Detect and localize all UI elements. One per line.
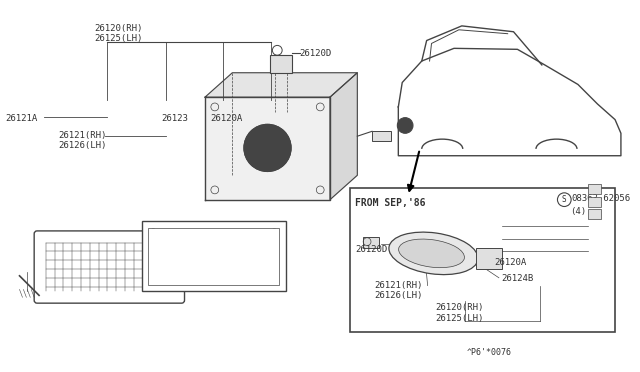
Text: 08363-62056: 08363-62056: [571, 194, 630, 203]
Text: 26120(RH): 26120(RH): [95, 24, 143, 33]
Bar: [148, 228, 279, 285]
Text: 26126(LH): 26126(LH): [59, 141, 107, 150]
Bar: [372, 131, 392, 141]
Text: 26121A: 26121A: [5, 114, 37, 123]
Ellipse shape: [389, 232, 478, 275]
Text: 26120(RH): 26120(RH): [435, 303, 484, 312]
Bar: [588, 197, 602, 206]
Text: 26124B: 26124B: [501, 274, 533, 283]
Text: 26120A: 26120A: [494, 258, 526, 267]
Polygon shape: [205, 73, 357, 97]
Text: 26125(LH): 26125(LH): [95, 34, 143, 43]
Bar: [271, 55, 292, 73]
Bar: [588, 209, 602, 219]
Bar: [349, 188, 615, 333]
FancyBboxPatch shape: [34, 231, 184, 303]
Polygon shape: [398, 48, 621, 156]
Ellipse shape: [399, 239, 465, 268]
Text: S: S: [562, 195, 566, 204]
Text: 26125(LH): 26125(LH): [435, 314, 484, 323]
Bar: [588, 184, 602, 194]
Text: 26121(RH): 26121(RH): [374, 281, 422, 290]
Polygon shape: [330, 73, 357, 200]
Text: (4): (4): [570, 208, 586, 217]
Text: 26121(RH): 26121(RH): [59, 131, 107, 140]
Text: 26120A: 26120A: [210, 114, 242, 123]
Text: FROM SEP,'86: FROM SEP,'86: [355, 198, 426, 208]
Text: 26120D: 26120D: [355, 244, 388, 254]
Circle shape: [397, 118, 413, 133]
Circle shape: [244, 125, 291, 171]
Text: 26123: 26123: [161, 114, 188, 123]
Polygon shape: [205, 97, 330, 200]
Bar: [363, 237, 379, 248]
Text: ^P6'*0076: ^P6'*0076: [467, 348, 511, 357]
Bar: [476, 247, 502, 269]
Text: 26126(LH): 26126(LH): [374, 291, 422, 301]
Bar: [141, 221, 286, 291]
Text: 26120D: 26120D: [300, 49, 332, 58]
